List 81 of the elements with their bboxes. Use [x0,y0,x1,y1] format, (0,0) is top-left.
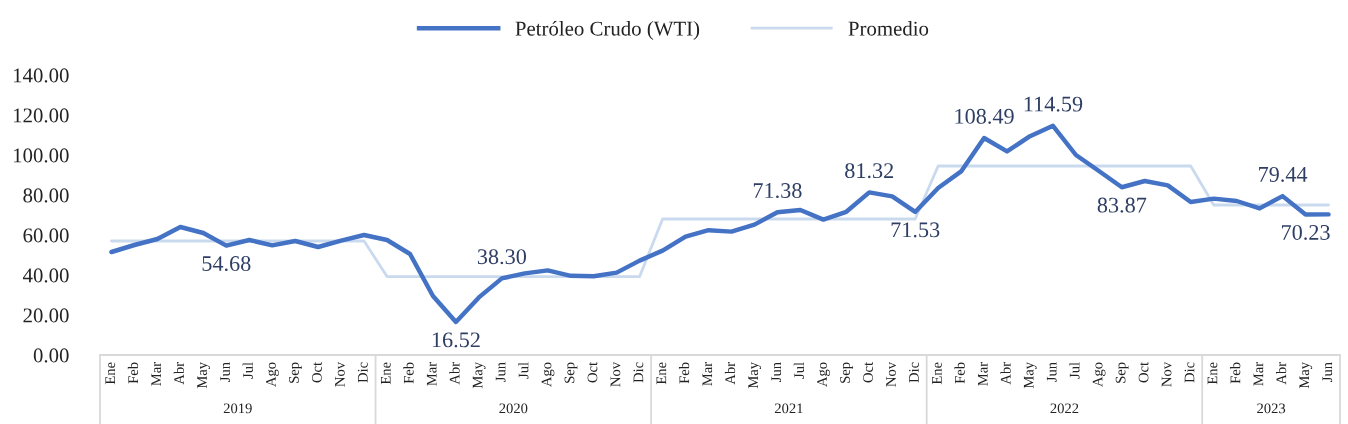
text: 2022 [1050,403,1079,414]
x-tick-label: Jun [495,362,506,382]
x-tick-label: Sep [289,362,302,383]
data-label: 70.23 [1282,224,1330,240]
data-label: 54.68 [202,256,251,272]
legend-label: Promedio [848,21,929,36]
x-tick-label: Nov [610,361,621,387]
x-tick-label: May [1299,362,1313,389]
x-tick-label: Oct [587,362,598,383]
data-label: 114.59 [1024,96,1083,112]
x-tick-label: Sep [1115,362,1129,383]
x-tick-label: Abr [1275,362,1287,385]
x-tick-label: Jul [518,362,529,379]
data-label: 81.32 [845,163,894,179]
x-tick-label: Ene [1207,362,1218,385]
x-tick-label: May [472,362,486,389]
x-tick-label: Mar [426,362,437,386]
x-tick-label: Sep [564,362,578,383]
data-label: 71.53 [891,222,940,238]
x-tick-label: Oct [863,362,873,383]
text: 2019 [223,403,252,414]
data-label: 16.52 [432,332,480,348]
x-tick-label: Ago [266,362,279,387]
x-tick-label: Jul [242,362,253,379]
x-tick-label: Dic [633,362,644,383]
x-tick-label: Ene [380,362,391,385]
x-tick-label: Feb [678,362,690,384]
line-series [109,123,1331,325]
data-label: 38.30 [477,249,526,265]
x-tick-label: Mar [978,362,988,386]
y-tick-label: 20.00 [23,308,69,323]
text: 2023 [1257,403,1286,414]
y-tick-label: 120.00 [13,108,69,123]
data-label: 83.87 [1097,197,1147,213]
x-tick-label: Jun [1322,362,1333,382]
x-tick-label: Abr [1000,362,1011,385]
x-tick-label: Ago [1092,362,1106,387]
x-tick-label: Feb [127,362,139,384]
x-tick-label: Ene [932,362,942,385]
y-tick-label: 0.00 [33,348,69,363]
x-tick-label: Dic [1184,362,1195,383]
x-tick-label: Sep [840,362,853,383]
x-tick-label: Ago [541,362,555,387]
x-tick-label: Feb [954,362,965,384]
x-tick-label: Abr [449,362,460,385]
y-tick-label: 40.00 [22,268,69,283]
x-tick-label: Ene [105,362,116,385]
x-tick-label: Oct [312,362,322,383]
x-tick-label: Jun [1046,362,1057,382]
x-tick-label: Jul [1069,362,1080,379]
x-tick-label: Jun [771,362,782,382]
x-tick-label: Nov [335,361,345,387]
x-tick-label: May [1023,362,1037,389]
x-tick-label: May [197,362,210,389]
x-tick-label: Jul [793,362,805,379]
text: 2020 [499,403,528,414]
x-tick-label: Feb [1230,362,1241,384]
x-tick-label: Dic [909,362,919,383]
x-tick-label: Ago [817,362,830,387]
x-tick-label: Jun [220,362,230,382]
x-tick-label: Ene [656,362,667,385]
x-tick-label: Nov [886,361,896,387]
y-tick-label: 80.00 [23,188,69,203]
x-tick-label: Mar [151,362,162,386]
text: 2021 [774,403,803,414]
x-tick-label: Nov [1161,361,1172,387]
x-tick-label: Abr [724,362,736,385]
x-tick-label: May [748,362,762,389]
legend-label: Petróleo Crudo (WTI) [515,20,700,40]
x-tick-label: Dic [357,362,368,383]
x-tick-label: Mar [702,362,713,386]
x-tick-label: Feb [403,362,414,384]
y-tick-label: 60.00 [23,228,69,243]
data-label: 108.49 [955,108,1014,124]
data-label: 71.38 [753,183,802,199]
x-tick-label: Oct [1138,362,1149,383]
x-tick-label: Abr [173,362,185,385]
y-tick-label: 100.00 [13,148,69,163]
data-label: 79.44 [1259,166,1308,182]
x-tick-label: Mar [1253,362,1264,386]
y-tick-label: 140.00 [13,68,69,83]
